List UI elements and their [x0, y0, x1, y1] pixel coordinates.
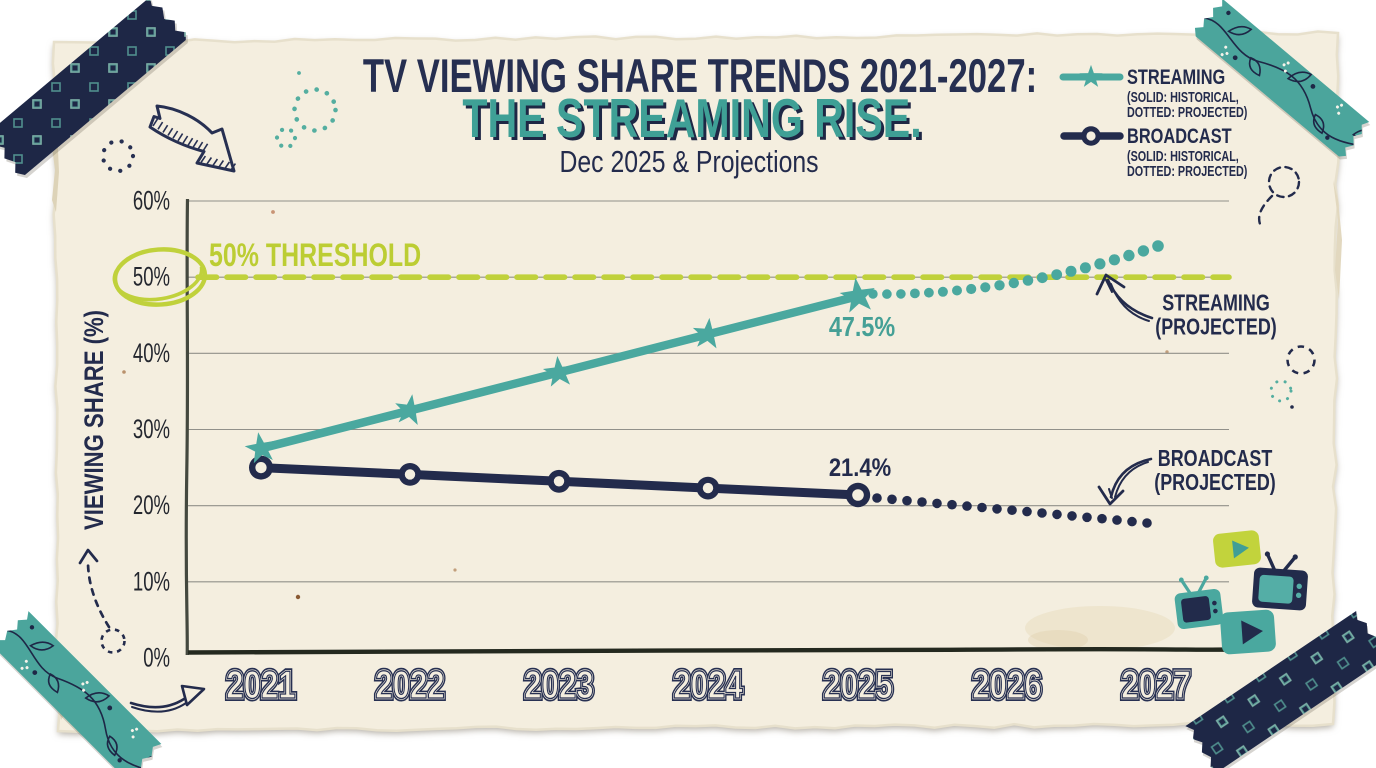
- svg-text:30%: 30%: [133, 414, 170, 444]
- svg-text:(PROJECTED): (PROJECTED): [1155, 314, 1277, 340]
- svg-text:50% THRESHOLD: 50% THRESHOLD: [209, 238, 421, 274]
- svg-text:2023: 2023: [524, 664, 593, 707]
- svg-text:(PROJECTED): (PROJECTED): [1154, 470, 1276, 496]
- svg-text:BROADCAST: BROADCAST: [1127, 124, 1232, 147]
- svg-text:0%: 0%: [143, 642, 170, 672]
- svg-text:2024: 2024: [673, 664, 743, 707]
- svg-text:(SOLID: HISTORICAL,: (SOLID: HISTORICAL,: [1127, 88, 1239, 105]
- svg-text:2021: 2021: [226, 664, 295, 707]
- svg-text:2023: 2023: [524, 664, 593, 707]
- svg-text:2027: 2027: [1121, 664, 1190, 707]
- svg-text:10%: 10%: [133, 566, 170, 596]
- svg-text:2026: 2026: [972, 664, 1041, 707]
- svg-text:47.5%: 47.5%: [829, 312, 896, 342]
- svg-text:2023: 2023: [524, 664, 593, 707]
- svg-text:2022: 2022: [375, 664, 444, 707]
- svg-text:2021: 2021: [226, 664, 295, 707]
- svg-text:2022: 2022: [375, 664, 444, 707]
- svg-text:2021: 2021: [226, 664, 295, 707]
- svg-text:20%: 20%: [133, 490, 170, 520]
- svg-text:BROADCAST: BROADCAST: [1158, 446, 1273, 472]
- svg-text:THE STREAMING RISE.: THE STREAMING RISE.: [465, 92, 924, 153]
- svg-text:VIEWING SHARE (%): VIEWING SHARE (%): [80, 310, 110, 530]
- svg-text:2027: 2027: [1121, 664, 1190, 707]
- svg-text:2026: 2026: [972, 664, 1041, 707]
- svg-text:60%: 60%: [133, 185, 170, 215]
- svg-text:50%: 50%: [133, 261, 170, 291]
- svg-text:Dec 2025 & Projections: Dec 2025 & Projections: [559, 144, 818, 178]
- svg-text:40%: 40%: [133, 337, 170, 367]
- svg-text:2024: 2024: [673, 664, 743, 707]
- svg-text:2027: 2027: [1121, 664, 1190, 707]
- svg-text:TV VIEWING SHARE TRENDS 2021-2: TV VIEWING SHARE TRENDS 2021-2027:: [363, 49, 1037, 103]
- svg-text:2025: 2025: [823, 664, 892, 707]
- svg-text:DOTTED: PROJECTED): DOTTED: PROJECTED): [1127, 162, 1247, 179]
- svg-text:(SOLID: HISTORICAL,: (SOLID: HISTORICAL,: [1127, 147, 1239, 164]
- svg-text:2026: 2026: [972, 664, 1041, 707]
- svg-text:STREAMING: STREAMING: [1127, 65, 1225, 88]
- svg-text:DOTTED: PROJECTED): DOTTED: PROJECTED): [1127, 103, 1247, 120]
- svg-text:THE STREAMING RISE.: THE STREAMING RISE.: [462, 88, 921, 149]
- svg-text:2024: 2024: [673, 664, 743, 707]
- svg-text:STREAMING: STREAMING: [1162, 290, 1270, 316]
- svg-text:21.4%: 21.4%: [829, 454, 891, 482]
- svg-text:2025: 2025: [823, 664, 892, 707]
- svg-text:2025: 2025: [823, 664, 892, 707]
- svg-text:2022: 2022: [375, 664, 444, 707]
